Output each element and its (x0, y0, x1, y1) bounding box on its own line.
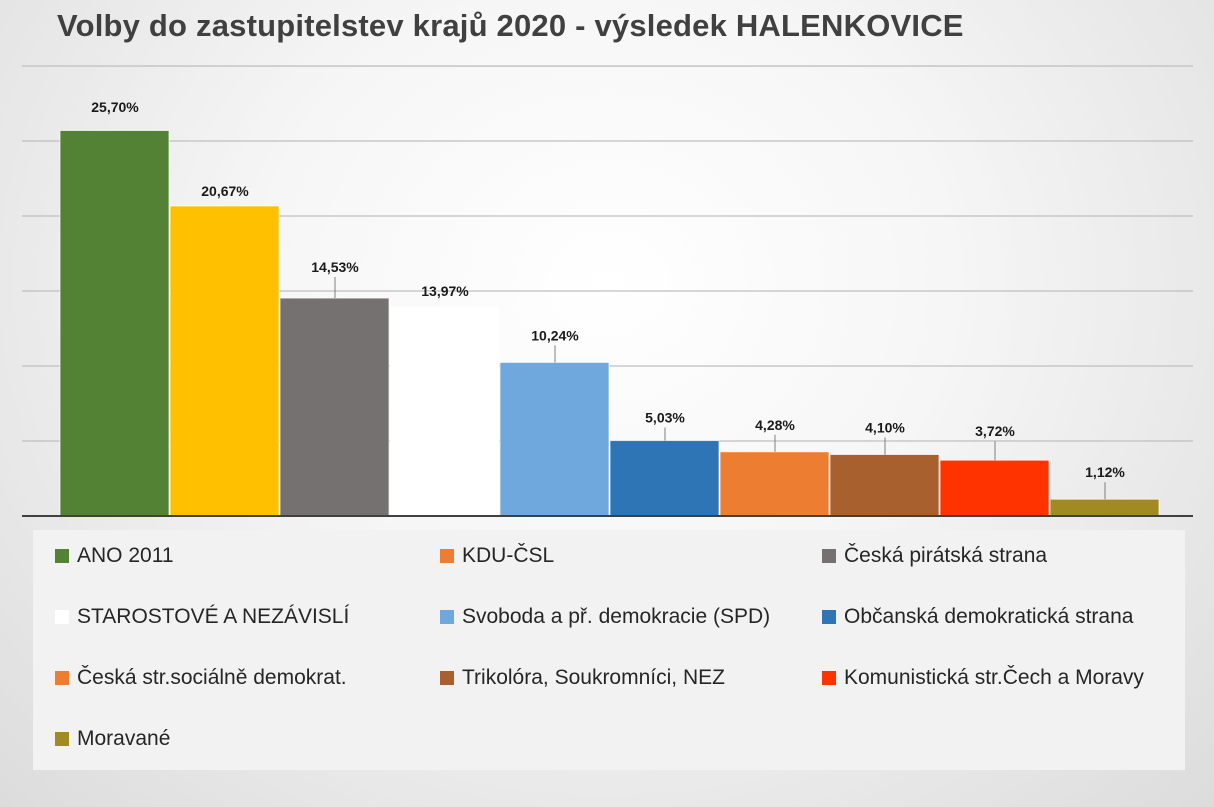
legend-item: KDU-ČSL (440, 544, 554, 568)
legend-swatch (55, 610, 69, 624)
legend-item: Komunistická str.Čech a Moravy (822, 666, 1144, 690)
legend-item: Moravané (55, 727, 170, 751)
bar (279, 297, 390, 517)
legend-swatch (822, 610, 836, 624)
bar (1049, 498, 1160, 517)
legend-label: Česká pirátská strana (844, 544, 1048, 567)
legend-label: Občanská demokratická strana (844, 605, 1134, 628)
legend-swatch (440, 610, 454, 624)
data-label: 20,67% (201, 183, 249, 199)
bar (829, 454, 940, 517)
legend-item: Česká pirátská strana (822, 544, 1047, 568)
bars (59, 130, 1160, 517)
legend-item: Občanská demokratická strana (822, 605, 1133, 629)
legend-item: Svoboda a př. demokracie (SPD) (440, 605, 770, 629)
data-label: 4,28% (755, 417, 795, 433)
data-label: 5,03% (645, 410, 685, 426)
legend-item: Česká str.sociálně demokrat. (55, 666, 347, 690)
data-labels: 25,70% 20,67% 14,53% 13,97% 10,24% 5,03% 4,28%… (91, 99, 1125, 480)
legend-item: STAROSTOVÉ A NEZÁVISLÍ (55, 605, 349, 629)
legend-item: ANO 2011 (55, 544, 174, 568)
legend-label: Trikolóra, Soukromníci, NEZ (462, 666, 725, 689)
data-label: 14,53% (311, 259, 359, 275)
legend-swatch (822, 549, 836, 563)
legend-swatch (55, 732, 69, 746)
bar (609, 440, 720, 517)
legend-swatch (822, 671, 836, 685)
legend-label: ANO 2011 (77, 544, 174, 567)
bar (719, 451, 830, 517)
legend-label: KDU-ČSL (462, 544, 555, 567)
data-label: 13,97% (421, 283, 469, 299)
legend-label: STAROSTOVÉ A NEZÁVISLÍ (77, 605, 350, 628)
legend-item: Trikolóra, Soukromníci, NEZ (440, 666, 725, 690)
bar-chart: 25,70% 20,67% 14,53% 13,97% 10,24% 5,03% 4,28%… (22, 65, 1193, 517)
bar (390, 306, 499, 516)
bar (59, 130, 170, 517)
data-label: 1,12% (1085, 464, 1125, 480)
data-label: 3,72% (975, 423, 1015, 439)
legend-label: Svoboda a př. demokracie (SPD) (462, 605, 771, 628)
legend-label: Komunistická str.Čech a Moravy (844, 666, 1144, 689)
bar (169, 205, 280, 517)
legend-swatch (440, 671, 454, 685)
legend-swatch (440, 549, 454, 563)
data-label: 4,10% (865, 420, 905, 436)
legend-swatch (55, 671, 69, 685)
legend-label: Česká str.sociálně demokrat. (77, 666, 347, 689)
legend: ANO 2011 KDU-ČSL Česká pirátská strana STAR… (33, 530, 1185, 770)
chart-title: Volby do zastupitelstev krajů 2020 - výs… (57, 8, 964, 43)
bar (939, 459, 1050, 517)
data-label: 25,70% (91, 99, 139, 115)
label-leaders (334, 277, 1106, 500)
data-label: 10,24% (531, 327, 579, 343)
bar (499, 361, 610, 517)
legend-swatch (55, 549, 69, 563)
legend-label: Moravané (77, 727, 171, 750)
